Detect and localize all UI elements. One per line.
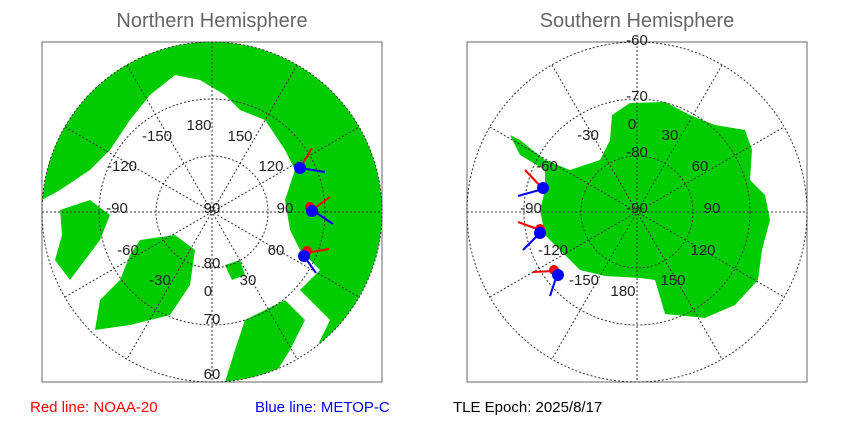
meridian-label: -90: [520, 200, 542, 217]
parallel-label: 80: [204, 255, 221, 272]
satellite-marker: [298, 250, 310, 262]
north-graticule: [41, 41, 383, 383]
meridian-label: -90: [106, 200, 128, 217]
parallel-label: -80: [626, 144, 648, 161]
meridian-label: 150: [660, 272, 685, 289]
meridian-label: 0: [628, 116, 636, 133]
south-labels: 0 30 60 90 120 150 180 -150 -120 -90 -60…: [520, 32, 720, 300]
meridian-label: 120: [258, 158, 283, 175]
arctic-islands-land: [55, 200, 110, 280]
parallel-label: -60: [626, 32, 648, 49]
meridian-label: 60: [692, 158, 709, 175]
greenland-land: [95, 235, 195, 330]
meridian-label: 120: [690, 242, 715, 259]
meridian-label: -150: [142, 128, 172, 145]
satellite-marker: [294, 162, 306, 174]
scandinavia-land: [225, 300, 305, 382]
north-title: Northern Hemisphere: [116, 10, 308, 32]
parallel-label: 60: [204, 366, 221, 383]
tle-epoch: TLE Epoch: 2025/8/17: [453, 399, 603, 416]
satellite-marker: [552, 269, 564, 281]
meridian-label: -30: [149, 272, 171, 289]
north-map: 180 150 120 90 60 30 0 -30 -60 -90 -120 …: [41, 41, 383, 383]
north-satellite-passes: [294, 147, 334, 274]
satellite-marker: [537, 182, 549, 194]
south-satellite-passes: [517, 169, 564, 297]
north-labels: 180 150 120 90 60 30 0 -30 -60 -90 -120 …: [106, 117, 293, 383]
meridian-label: -60: [536, 158, 558, 175]
south-map: 0 30 60 90 120 150 180 -150 -120 -90 -60…: [466, 32, 808, 383]
meridian-label: -60: [117, 242, 139, 259]
meridian-label: 90: [704, 200, 721, 217]
meridian-label: 0: [204, 283, 212, 300]
meridian-label: -30: [577, 127, 599, 144]
meridian-label: -120: [538, 242, 568, 259]
eurasia-north-america: [42, 42, 382, 382]
satellite-marker: [534, 227, 546, 239]
meridian-label: -150: [569, 272, 599, 289]
meridian-label: 30: [662, 127, 679, 144]
meridian-label: 180: [186, 117, 211, 134]
parallel-label: 90: [204, 200, 221, 217]
meridian-label: 180: [610, 283, 635, 300]
meridian-label: 150: [227, 128, 252, 145]
meridian-label: 30: [240, 272, 257, 289]
meridian-label: -120: [107, 158, 137, 175]
satellite-marker: [306, 205, 318, 217]
legend-noaa20: Red line: NOAA-20: [30, 399, 158, 416]
legend-metopc: Blue line: METOP-C: [255, 399, 390, 416]
parallel-label: -70: [626, 88, 648, 105]
south-graticule: [466, 41, 808, 383]
meridian-label: 90: [277, 200, 294, 217]
parallel-label: 70: [204, 311, 221, 328]
parallel-label: -90: [626, 200, 648, 217]
south-title: Southern Hemisphere: [539, 10, 735, 32]
meridian-label: 60: [268, 242, 285, 259]
